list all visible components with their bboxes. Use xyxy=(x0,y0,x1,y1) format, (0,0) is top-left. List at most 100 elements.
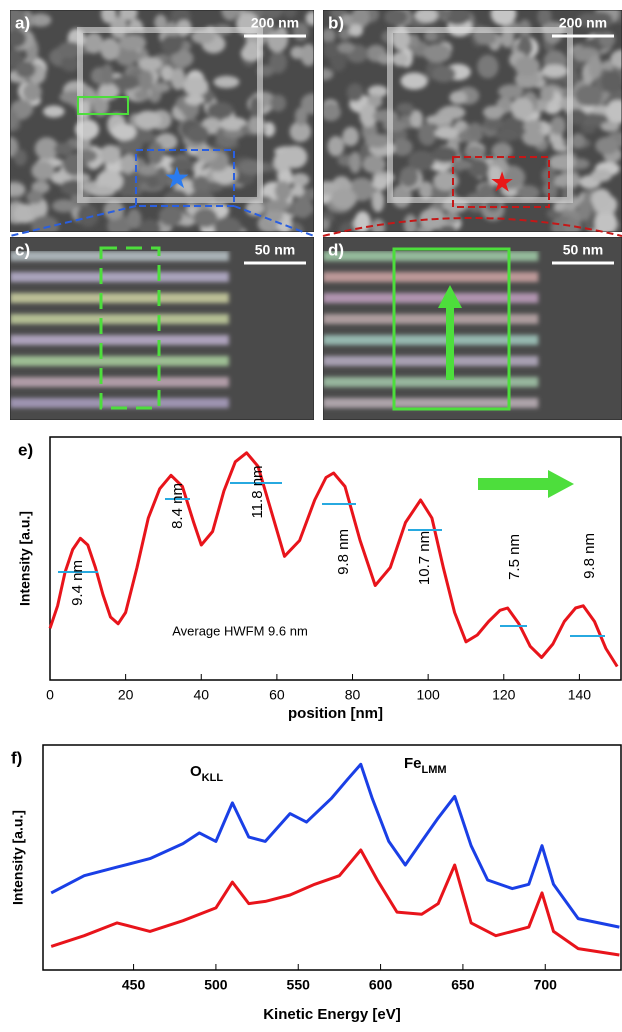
grain xyxy=(213,75,240,89)
grain xyxy=(418,181,434,200)
x-tick-label: 0 xyxy=(46,687,54,703)
grain xyxy=(439,105,466,120)
grain xyxy=(541,64,568,78)
grain xyxy=(146,176,159,189)
x-axis-label: position [nm] xyxy=(288,705,383,722)
grain xyxy=(487,165,503,186)
grain xyxy=(494,129,518,142)
grain xyxy=(170,68,186,90)
stripe xyxy=(323,356,539,366)
grain xyxy=(134,110,162,130)
grain xyxy=(31,215,59,232)
grain xyxy=(138,69,154,91)
panel-label: a) xyxy=(15,13,30,32)
grain xyxy=(362,155,386,174)
grain xyxy=(451,159,472,170)
grain xyxy=(219,116,248,131)
grain xyxy=(34,137,59,160)
image-bg xyxy=(323,237,622,420)
grain xyxy=(10,10,26,31)
grain xyxy=(491,142,513,160)
x-tick-label: 700 xyxy=(534,977,558,993)
stripe xyxy=(323,314,539,324)
grain xyxy=(133,130,156,143)
plot-frame xyxy=(42,744,622,971)
grain xyxy=(400,72,428,90)
grain xyxy=(348,24,364,37)
stripe xyxy=(10,314,229,324)
fwhm-label: 9.8 nm xyxy=(581,533,598,579)
image-texture xyxy=(10,10,314,232)
grain xyxy=(542,182,556,196)
x-tick-label: 80 xyxy=(345,687,361,703)
grain xyxy=(323,28,336,43)
grain xyxy=(433,171,459,191)
fwhm-label: 7.5 nm xyxy=(506,534,523,580)
image-texture xyxy=(323,10,622,232)
spectrum-line xyxy=(50,848,620,957)
peak-label: OKLL xyxy=(190,763,223,784)
peak-element: O xyxy=(190,763,202,780)
grain xyxy=(57,41,83,58)
grain xyxy=(89,186,116,197)
grain xyxy=(327,136,345,157)
grain xyxy=(186,124,209,144)
grain xyxy=(431,146,459,163)
grain xyxy=(563,218,582,232)
grain xyxy=(273,151,292,172)
image-bg xyxy=(10,237,314,420)
stripe xyxy=(323,335,539,345)
grain xyxy=(290,173,310,187)
grain xyxy=(195,147,218,162)
grain xyxy=(126,208,142,230)
grain xyxy=(100,10,117,24)
stripe xyxy=(10,293,229,303)
grain xyxy=(574,84,603,107)
x-tick-label: 60 xyxy=(269,687,285,703)
grain xyxy=(477,54,499,79)
grain xyxy=(514,56,540,77)
grain xyxy=(391,27,411,51)
grain xyxy=(605,99,622,124)
peak-element: Fe xyxy=(404,755,422,772)
stripe xyxy=(323,398,539,408)
grain xyxy=(292,196,313,219)
grain xyxy=(323,68,334,81)
x-tick-label: 650 xyxy=(451,977,475,993)
grain xyxy=(588,54,603,79)
stripe xyxy=(323,272,539,282)
grain xyxy=(354,211,371,232)
grain xyxy=(270,94,287,112)
fwhm-label: 8.4 nm xyxy=(169,483,186,529)
x-tick-label: 600 xyxy=(369,977,393,993)
x-tick-label: 500 xyxy=(204,977,228,993)
fwhm-label: 9.8 nm xyxy=(335,529,352,575)
grain xyxy=(323,103,341,122)
grain xyxy=(490,10,517,26)
grain xyxy=(449,90,467,105)
grain xyxy=(578,199,592,221)
grain xyxy=(323,40,338,59)
peak-subscript: LMM xyxy=(422,764,447,776)
grain xyxy=(418,122,437,146)
grain xyxy=(54,142,74,156)
grain xyxy=(516,185,540,201)
grain xyxy=(539,85,554,103)
grain xyxy=(10,29,27,48)
grain xyxy=(43,105,65,118)
grain xyxy=(371,190,385,213)
grain xyxy=(265,199,291,212)
grain xyxy=(213,217,242,232)
grain xyxy=(114,75,140,91)
grain xyxy=(546,208,561,220)
grain xyxy=(15,60,36,79)
grain xyxy=(407,34,420,49)
grain xyxy=(171,49,194,68)
grain xyxy=(467,159,490,178)
stripe xyxy=(323,377,539,387)
grain xyxy=(206,101,234,120)
panel-label: d) xyxy=(328,240,344,259)
grain xyxy=(517,35,533,58)
fwhm-label: 11.8 nm xyxy=(249,465,266,518)
grain xyxy=(337,42,355,54)
